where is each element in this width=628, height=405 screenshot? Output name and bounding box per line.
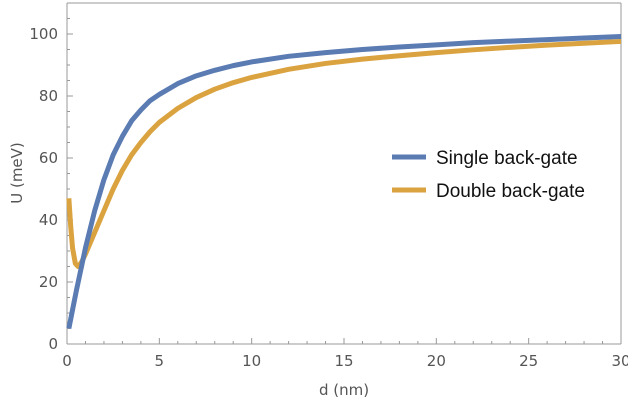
y-axis-ticks: 0 20 40 60 80 100 [29,2,73,353]
series-single-back-gate-line [66,33,622,329]
x-tick-label: 20 [427,352,446,370]
y-tick-label: 80 [39,87,58,105]
x-axis-label: d (nm) [319,381,369,399]
y-tick-label: 100 [29,25,58,43]
x-axis-ticks: 0 5 10 15 20 25 30 [62,338,628,370]
y-tick-label: 60 [39,149,58,167]
x-tick-label: 15 [334,352,353,370]
plot-frame [66,2,622,345]
y-tick-label: 0 [48,335,58,353]
x-tick-label: 30 [611,352,628,370]
y-axis-label: U (meV) [8,142,26,204]
x-tick-label: 25 [519,352,538,370]
x-tick-label: 10 [242,352,261,370]
y-tick-label: 20 [39,273,58,291]
x-tick-label: 5 [155,352,165,370]
legend-label: Single back-gate [436,148,578,169]
series-layer [66,33,622,329]
legend: Single back-gate Double back-gate [392,148,585,202]
y-tick-label: 40 [39,211,58,229]
legend-label: Double back-gate [436,181,585,202]
x-tick-label: 0 [62,352,72,370]
